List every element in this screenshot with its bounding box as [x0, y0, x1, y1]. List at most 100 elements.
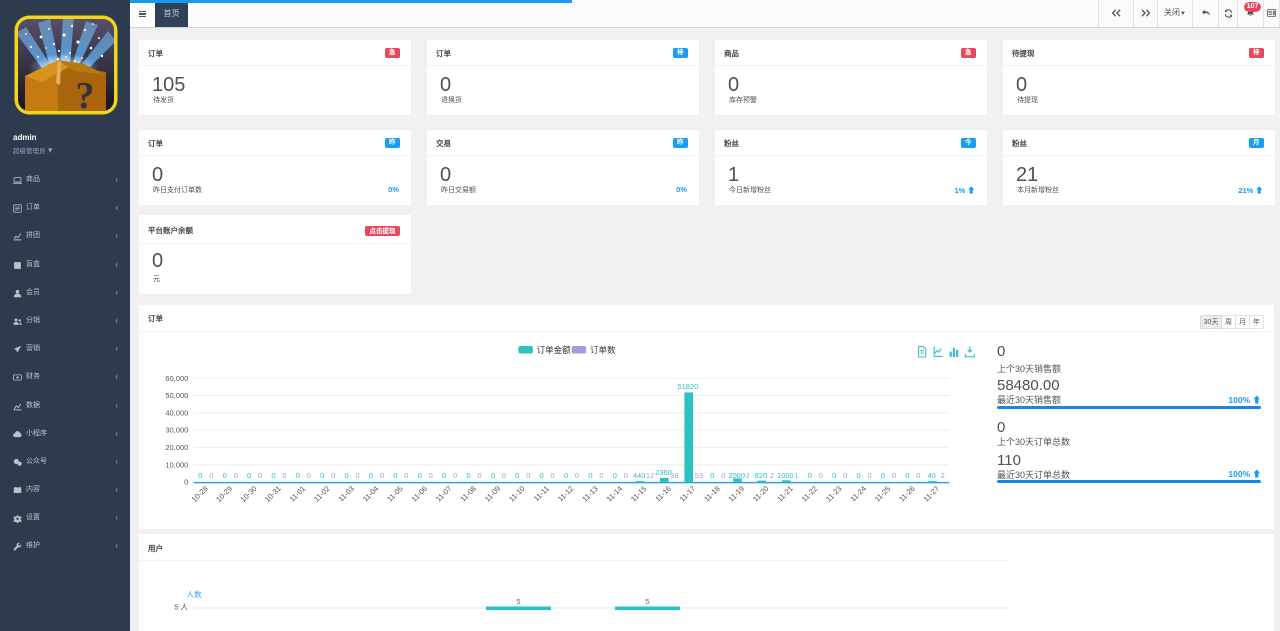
svg-text:0: 0	[881, 471, 885, 480]
svg-text:11-22: 11-22	[800, 484, 820, 504]
svg-text:11-21: 11-21	[775, 484, 795, 504]
svg-text:5: 5	[645, 597, 649, 606]
svg-text:人数: 人数	[187, 589, 202, 599]
svg-text:0: 0	[832, 471, 836, 480]
svg-text:0: 0	[892, 471, 896, 480]
svg-text:0: 0	[369, 471, 373, 480]
svg-text:20,000: 20,000	[165, 443, 188, 452]
svg-text:0: 0	[710, 471, 714, 480]
svg-text:2000: 2000	[728, 471, 745, 480]
svg-text:5: 5	[516, 597, 520, 606]
svg-text:51820: 51820	[677, 382, 698, 391]
svg-text:?: ?	[76, 75, 95, 115]
svg-text:0: 0	[418, 471, 422, 480]
svg-text:11-04: 11-04	[361, 484, 381, 504]
svg-text:订单金额: 订单金额	[537, 345, 572, 355]
svg-text:10-30: 10-30	[239, 484, 259, 504]
svg-text:60,000: 60,000	[165, 374, 188, 383]
svg-text:11-25: 11-25	[873, 484, 893, 504]
svg-text:0: 0	[404, 471, 408, 480]
svg-text:0: 0	[453, 471, 457, 480]
svg-text:11-19: 11-19	[727, 484, 747, 504]
svg-text:10-28: 10-28	[190, 484, 210, 504]
svg-text:820: 820	[755, 471, 768, 480]
svg-text:440: 440	[633, 471, 646, 480]
svg-text:12: 12	[646, 471, 654, 480]
svg-text:11-08: 11-08	[458, 484, 478, 504]
svg-text:11-01: 11-01	[288, 484, 308, 504]
svg-text:11-11: 11-11	[532, 484, 551, 503]
svg-text:0: 0	[307, 471, 311, 480]
svg-text:2: 2	[770, 471, 774, 480]
svg-text:11-10: 11-10	[507, 484, 527, 504]
svg-text:11-26: 11-26	[897, 484, 917, 504]
svg-text:0: 0	[209, 471, 213, 480]
svg-text:50,000: 50,000	[165, 391, 188, 400]
svg-text:11-03: 11-03	[336, 484, 356, 504]
svg-text:0: 0	[843, 471, 847, 480]
svg-text:0: 0	[819, 471, 823, 480]
svg-text:0: 0	[868, 471, 872, 480]
svg-text:0: 0	[320, 471, 324, 480]
svg-text:0: 0	[721, 471, 725, 480]
svg-text:0: 0	[515, 471, 519, 480]
svg-text:0: 0	[588, 471, 592, 480]
svg-text:0: 0	[393, 471, 397, 480]
svg-text:0: 0	[429, 471, 433, 480]
svg-text:53: 53	[695, 471, 703, 480]
svg-text:0: 0	[808, 471, 812, 480]
svg-text:0: 0	[477, 471, 481, 480]
svg-text:0: 0	[502, 471, 506, 480]
svg-text:11-23: 11-23	[824, 484, 844, 504]
svg-text:40,000: 40,000	[165, 408, 188, 417]
svg-text:11-09: 11-09	[483, 484, 503, 504]
svg-text:11-02: 11-02	[312, 484, 332, 504]
svg-text:11-20: 11-20	[751, 484, 771, 504]
svg-text:2: 2	[746, 471, 750, 480]
svg-text:0: 0	[491, 471, 495, 480]
svg-text:11-07: 11-07	[434, 484, 454, 504]
svg-text:0: 0	[258, 471, 262, 480]
svg-text:0: 0	[223, 471, 227, 480]
svg-text:0: 0	[296, 471, 300, 480]
svg-text:0: 0	[905, 471, 909, 480]
svg-text:11-14: 11-14	[605, 484, 625, 504]
svg-text:40: 40	[928, 471, 936, 480]
svg-text:0: 0	[442, 471, 446, 480]
svg-text:11-17: 11-17	[678, 484, 698, 504]
svg-text:0: 0	[624, 471, 628, 480]
svg-text:10-31: 10-31	[263, 484, 283, 504]
svg-text:0: 0	[331, 471, 335, 480]
svg-text:0: 0	[599, 471, 603, 480]
svg-text:11-06: 11-06	[410, 484, 430, 504]
svg-text:11-27: 11-27	[922, 484, 942, 504]
svg-text:0: 0	[575, 471, 579, 480]
svg-text:11-24: 11-24	[848, 484, 868, 504]
svg-text:0: 0	[564, 471, 568, 480]
svg-text:30,000: 30,000	[165, 426, 188, 435]
svg-text:0: 0	[916, 471, 920, 480]
svg-text:0: 0	[540, 471, 544, 480]
svg-text:0: 0	[466, 471, 470, 480]
svg-text:0: 0	[234, 471, 238, 480]
svg-text:10-29: 10-29	[214, 484, 234, 504]
svg-text:11-18: 11-18	[702, 484, 722, 504]
svg-text:0: 0	[526, 471, 530, 480]
svg-text:0: 0	[198, 471, 202, 480]
svg-text:0: 0	[857, 471, 861, 480]
svg-text:2360: 2360	[655, 468, 672, 477]
svg-text:0: 0	[282, 471, 286, 480]
svg-text:0: 0	[380, 471, 384, 480]
svg-text:11-05: 11-05	[385, 484, 405, 504]
svg-text:38: 38	[670, 471, 678, 480]
svg-text:0: 0	[613, 471, 617, 480]
svg-text:1000: 1000	[777, 471, 794, 480]
svg-text:0: 0	[551, 471, 555, 480]
svg-text:订单数: 订单数	[590, 345, 616, 355]
svg-text:11-15: 11-15	[629, 484, 649, 504]
svg-text:10,000: 10,000	[165, 460, 188, 469]
svg-text:1: 1	[794, 471, 798, 480]
svg-text:0: 0	[345, 471, 349, 480]
svg-text:0: 0	[271, 471, 275, 480]
svg-text:2: 2	[941, 471, 945, 480]
